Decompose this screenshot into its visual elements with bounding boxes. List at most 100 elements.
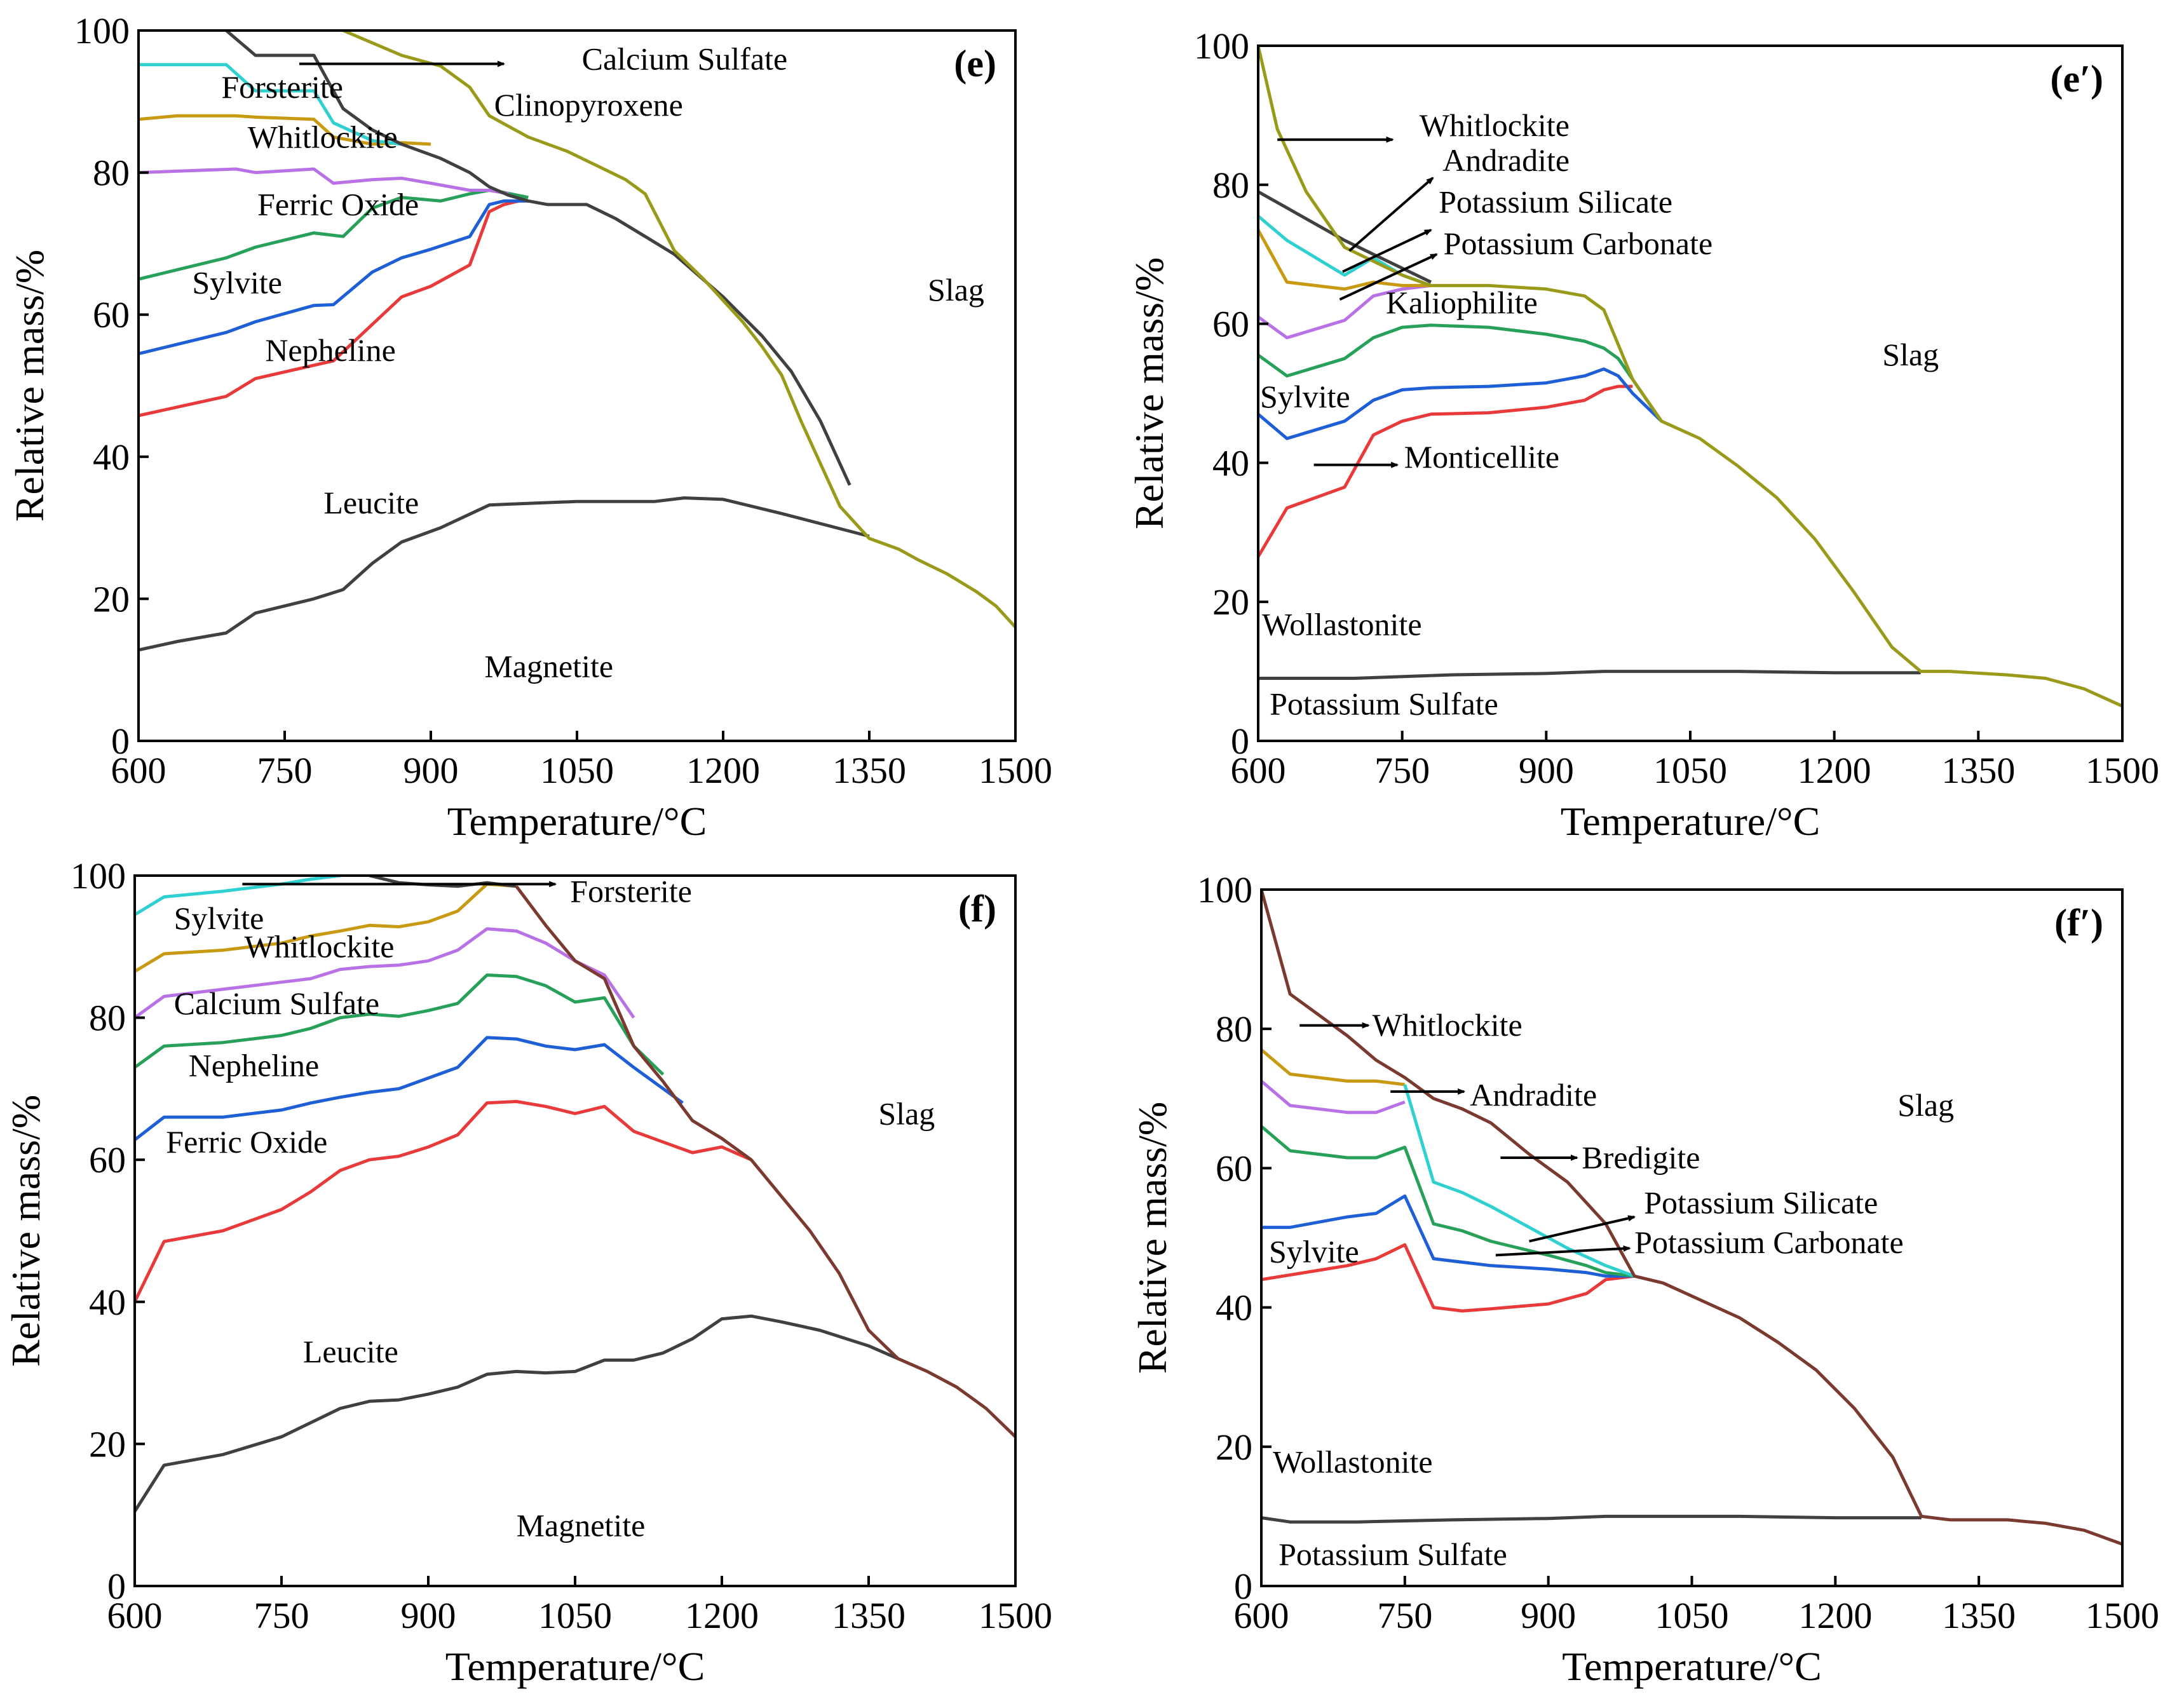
region-label-potassium-silicate: Potassium Silicate: [1439, 184, 1672, 220]
x-tick-label: 600: [1231, 750, 1286, 791]
series-group: [1261, 890, 2122, 1546]
series-line-calcium-sulfate-boundary: [225, 30, 851, 486]
y-tick-label: 60: [1212, 304, 1249, 345]
series-line-slag-boundary: [515, 885, 1015, 1438]
y-axis-title: Relative mass/%: [3, 1095, 48, 1367]
region-label-whitlockite: Whitlockite: [1373, 1007, 1523, 1043]
y-tick-label: 100: [1194, 25, 1249, 67]
x-tick-label: 600: [107, 1595, 163, 1636]
y-tick-label: 80: [89, 998, 126, 1039]
x-axis-title: Temperature/°C: [445, 1644, 705, 1689]
series-line-leucite-boundary: [135, 1100, 752, 1303]
series-group: [135, 876, 1015, 1512]
x-tick-label: 1350: [832, 1595, 905, 1636]
region-label-monticellite: Monticellite: [1404, 439, 1559, 475]
y-tick-label: 20: [93, 578, 130, 620]
arrow-potassium-silicate: [1342, 229, 1432, 273]
series-line-sylvite-boundary: [1261, 1194, 1635, 1278]
region-label-wollastonite: Wollastonite: [1262, 607, 1422, 642]
panel-tag: (f): [958, 888, 996, 930]
region-label-leucite: Leucite: [303, 1334, 398, 1369]
region-label-slag: Slag: [878, 1095, 935, 1131]
series-line-slag-boundary: [342, 30, 1015, 628]
x-tick-label: 1500: [2085, 750, 2159, 791]
x-tick-label: 750: [1374, 750, 1430, 791]
region-label-sylvite: Sylvite: [192, 265, 282, 301]
series-line-whitlockite-boundary: [1258, 46, 2122, 708]
series-line-whitlockite-boundary: [1261, 890, 2122, 1546]
chart-panel-f: 600 750 900 1050 1200 1350 1500 0 20 40 60 80 100 Tem…: [3, 855, 1052, 1689]
region-label-nepheline: Nepheline: [265, 332, 395, 368]
x-tick-label: 900: [401, 1595, 456, 1636]
y-tick-label: 100: [1197, 869, 1252, 911]
x-tick-label: 1350: [1942, 1595, 2016, 1636]
panel-tag: (e): [954, 43, 996, 85]
series-line-potassium-silicate-boundary: [1403, 1084, 1636, 1278]
region-label-forsterite: Forsterite: [221, 69, 343, 105]
region-label-andradite: Andradite: [1470, 1077, 1597, 1113]
x-tick-label: 1500: [979, 1595, 1052, 1636]
y-tick-label: 40: [1216, 1287, 1252, 1329]
x-tick-label: 750: [257, 750, 313, 791]
region-label-potassium-silicate: Potassium Silicate: [1644, 1185, 1878, 1221]
y-tick-label: 60: [1216, 1148, 1252, 1189]
region-label-forsterite: Forsterite: [570, 873, 692, 909]
series-line-wollastonite-boundary: [1261, 1243, 1635, 1313]
region-label-potassium-sulfate: Potassium Sulfate: [1270, 686, 1498, 721]
series-line-potassium-carbonate-boundary: [1258, 229, 1431, 291]
region-label-potassium-carbonate: Potassium Carbonate: [1634, 1224, 1904, 1260]
region-label-calcium-sulfate: Calcium Sulfate: [174, 986, 380, 1021]
chart-panel-e: 600 750 900 1050 1200 1350 1500 0 20 40 60 80 100 Tem…: [7, 10, 1052, 844]
x-axis-title: Temperature/°C: [1561, 799, 1821, 844]
series-line-nepheline-boundary: [139, 199, 529, 356]
x-tick-label: 1500: [979, 750, 1052, 791]
arrow-potassium-carbonate: [1339, 253, 1438, 301]
x-tick-label: 1050: [540, 750, 614, 791]
arrow-andradite: [1348, 177, 1434, 252]
region-label-slag: Slag: [1897, 1087, 1954, 1123]
x-tick-label: 1050: [1655, 1595, 1729, 1636]
region-label-wollastonite: Wollastonite: [1273, 1444, 1433, 1479]
series-line-andradite-boundary: [1261, 1048, 1406, 1087]
x-tick-label: 750: [1377, 1595, 1432, 1636]
x-tick-label: 1200: [685, 1595, 759, 1636]
region-label-nepheline: Nepheline: [189, 1047, 319, 1083]
series-line-whitlockite-boundary: [135, 882, 517, 973]
y-tick-label: 0: [107, 1566, 126, 1607]
region-label-bredigite: Bredigite: [1582, 1139, 1700, 1175]
x-tick-label: 1350: [1941, 750, 2015, 791]
series-line-leucite-boundary: [139, 199, 529, 417]
x-tick-label: 1050: [538, 1595, 612, 1636]
y-tick-label: 20: [1216, 1427, 1252, 1468]
series-line-potassium-sulfate-boundary: [1258, 670, 1921, 680]
region-label-potassium-carbonate: Potassium Carbonate: [1444, 226, 1713, 261]
x-tick-label: 600: [111, 750, 166, 791]
region-label-ferric-oxide: Ferric Oxide: [257, 187, 419, 222]
y-tick-label: 60: [89, 1139, 126, 1181]
y-axis-title: Relative mass/%: [1127, 257, 1172, 529]
plot-frame: [133, 874, 1017, 1587]
x-tick-label: 900: [1521, 1595, 1576, 1636]
region-label-whitlockite: Whitlockite: [1420, 107, 1570, 143]
y-tick-label: 100: [74, 10, 130, 51]
y-axis-title: Relative mass/%: [7, 250, 52, 522]
y-tick-label: 0: [1234, 1566, 1252, 1607]
series-line-forsterite-boundary: [139, 63, 402, 146]
panel-tag: (f′): [2054, 902, 2103, 944]
series-line-wollastonite-boundary: [1258, 384, 1633, 558]
region-label-whitlockite: Whitlockite: [244, 929, 394, 965]
x-tick-label: 1050: [1653, 750, 1727, 791]
series-line-ferric-oxide-boundary: [135, 1036, 684, 1141]
chart-panel-e-prime: 600 750 900 1050 1200 1350 1500 0 20 40 60 80 100 Tem…: [1127, 25, 2159, 844]
x-tick-label: 600: [1234, 1595, 1289, 1636]
x-axis-title: Temperature/°C: [1562, 1644, 1822, 1689]
x-tick-label: 900: [404, 750, 459, 791]
region-label-potassium-sulfate: Potassium Sulfate: [1278, 1536, 1507, 1572]
region-label-slag: Slag: [1882, 337, 1939, 372]
series-line-andradite-boundary: [1258, 190, 1432, 284]
series-line-monticellite-boundary: [1258, 323, 1663, 423]
series-group: [139, 30, 1015, 652]
y-tick-label: 80: [1216, 1008, 1252, 1050]
region-label-slag: Slag: [928, 272, 984, 308]
series-line-ferric-oxide-boundary: [139, 167, 510, 196]
